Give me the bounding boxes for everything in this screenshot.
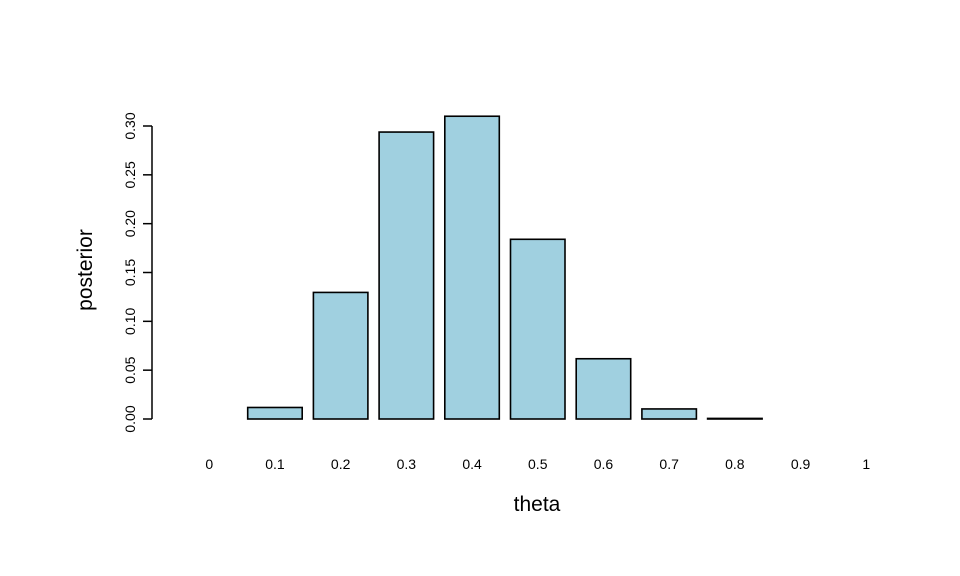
y-tick-label: 0.25 bbox=[122, 161, 138, 188]
bar-0.4 bbox=[443, 115, 501, 420]
bar-0.7 bbox=[641, 408, 698, 420]
bar-0.8 bbox=[706, 417, 763, 420]
bars bbox=[246, 115, 763, 420]
x-tick-label: 0.5 bbox=[528, 456, 548, 472]
y-tick-label: 0.20 bbox=[122, 210, 138, 237]
x-tick-labels: 0 0.1 0.2 0.3 0.4 0.5 0.6 0.7 0.8 0.9 1 bbox=[205, 456, 870, 472]
y-tick-label: 0.10 bbox=[122, 307, 138, 334]
x-tick-label: 0.9 bbox=[791, 456, 811, 472]
x-tick-label: 0 bbox=[205, 456, 213, 472]
y-axis: 0.00 0.05 0.10 0.15 0.20 0.25 0.30 bbox=[122, 112, 153, 433]
bar-0.3 bbox=[378, 131, 435, 420]
y-tick-label: 0.00 bbox=[122, 405, 138, 432]
y-tick-label: 0.15 bbox=[122, 259, 138, 286]
x-tick-label: 0.4 bbox=[462, 456, 482, 472]
bar-0.1 bbox=[246, 406, 303, 420]
x-tick-label: 0.7 bbox=[659, 456, 679, 472]
x-tick-label: 0.8 bbox=[725, 456, 745, 472]
y-tick-label: 0.05 bbox=[122, 356, 138, 383]
bar-0.6 bbox=[575, 357, 632, 420]
x-tick-label: 0.2 bbox=[331, 456, 351, 472]
x-tick-label: 0.3 bbox=[397, 456, 417, 472]
x-tick-label: 1 bbox=[862, 456, 870, 472]
x-axis-title: theta bbox=[514, 493, 561, 516]
x-tick-label: 0.1 bbox=[265, 456, 285, 472]
x-tick-label: 0.6 bbox=[594, 456, 614, 472]
y-axis-title: posterior bbox=[74, 229, 97, 311]
bar-0.2 bbox=[312, 291, 369, 420]
bar-0.5 bbox=[509, 238, 566, 420]
y-tick-label: 0.30 bbox=[122, 112, 138, 139]
